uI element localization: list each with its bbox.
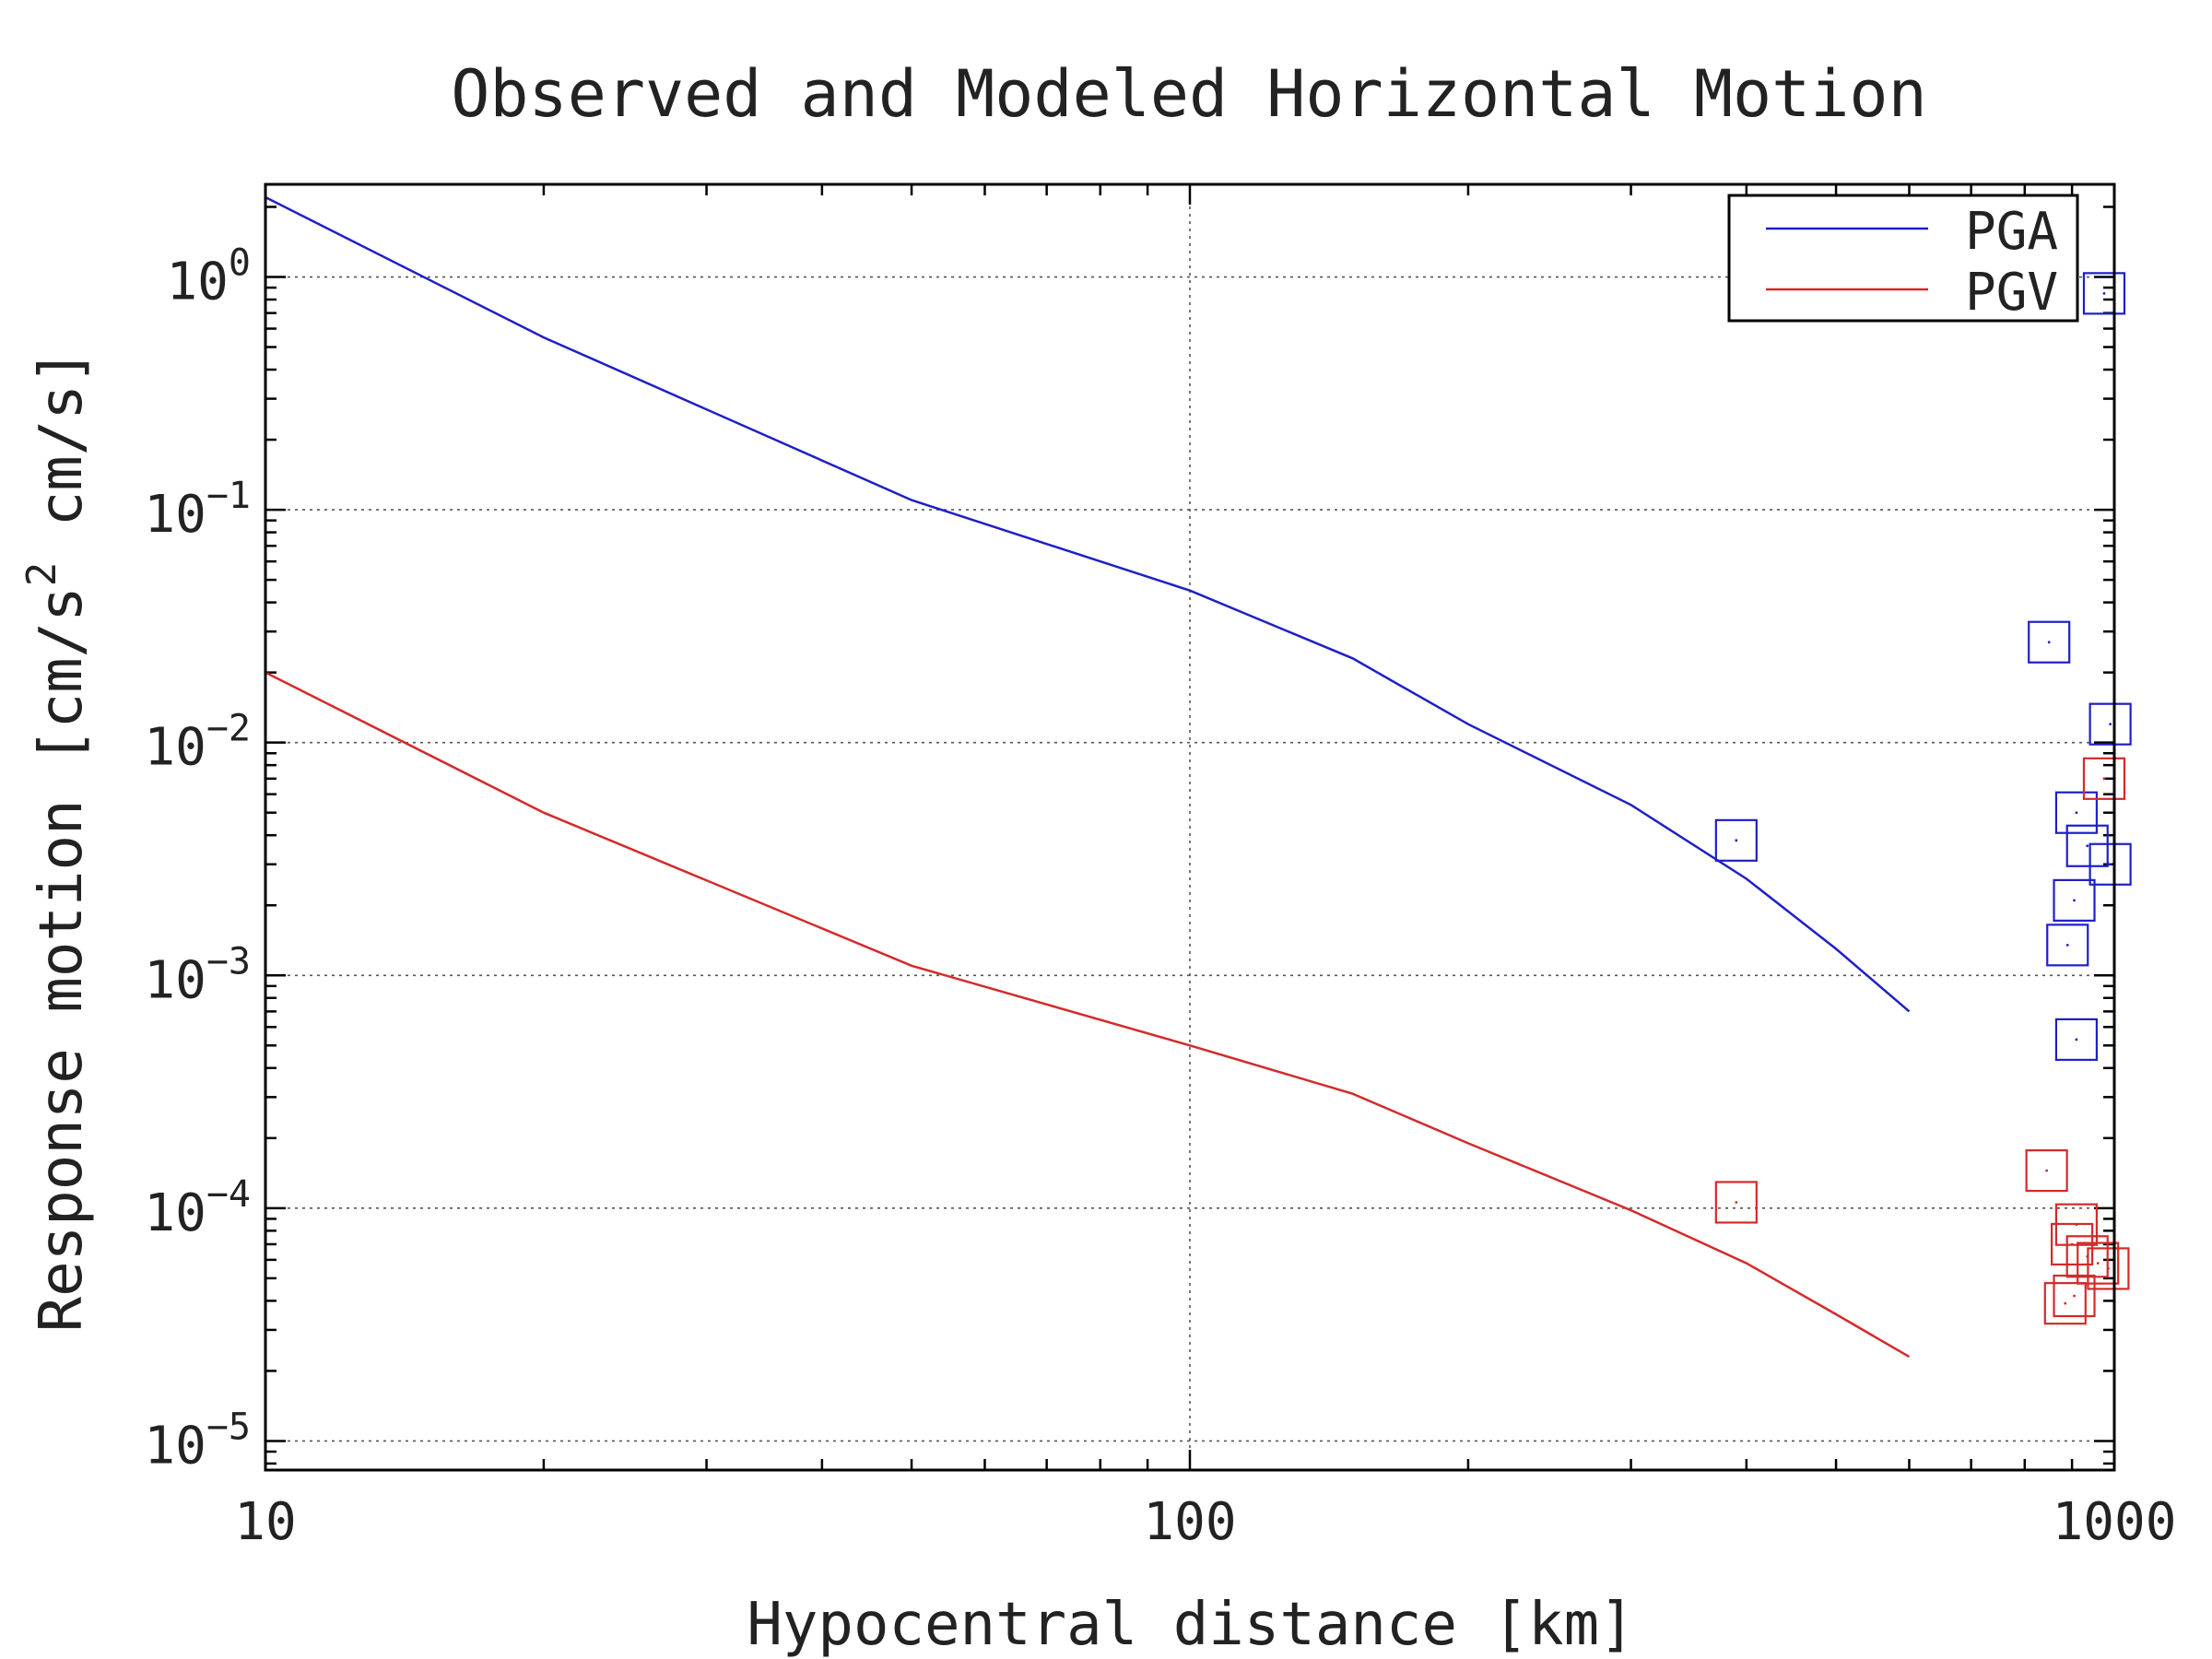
observed-marker-dot bbox=[2086, 844, 2089, 848]
observed-marker-dot bbox=[2109, 863, 2112, 866]
series-line-pga bbox=[265, 195, 1911, 1013]
series-line-pgv bbox=[265, 671, 1911, 1359]
observed-marker bbox=[2028, 620, 2071, 664]
chart-title: Observed and Modeled Horizontal Motion bbox=[451, 56, 1926, 132]
y-axis-label-main: Response motion [cm/s bbox=[28, 586, 96, 1332]
observed-marker-dot bbox=[2102, 291, 2106, 295]
x-tick-label: 100 bbox=[1143, 1492, 1236, 1552]
legend-pga-label: PGA bbox=[1965, 202, 2058, 262]
observed-marker bbox=[2043, 1282, 2087, 1325]
observed-marker bbox=[2046, 924, 2089, 967]
y-tick-label-exponent: −5 bbox=[206, 1406, 251, 1448]
y-tick-label-base: 10 bbox=[144, 718, 206, 778]
observed-marker bbox=[2088, 702, 2132, 746]
observed-marker-dot bbox=[2073, 899, 2076, 902]
y-axis-label-superscript: 2 bbox=[18, 562, 65, 587]
y-tick-label: 10−1 bbox=[144, 475, 251, 545]
observed-marker-dot bbox=[2107, 1267, 2110, 1270]
observed-marker bbox=[2054, 791, 2099, 834]
plot-clip-group bbox=[265, 195, 1911, 1359]
observed-marker bbox=[2082, 757, 2126, 800]
y-tick-label-exponent: −3 bbox=[206, 940, 251, 982]
legend-box bbox=[1727, 194, 2079, 323]
observed-marker-dot bbox=[2102, 777, 2106, 781]
y-tick-label-base: 10 bbox=[144, 1416, 206, 1476]
observed-marker bbox=[2077, 1241, 2120, 1285]
y-tick-label: 100 bbox=[166, 242, 251, 312]
observed-marker-dot bbox=[1735, 839, 1738, 842]
observed-marker bbox=[1714, 818, 1758, 862]
observed-marker-dot bbox=[1735, 1201, 1738, 1204]
y-tick-label: 10−4 bbox=[144, 1173, 251, 1243]
observed-marker-dot bbox=[2096, 1262, 2100, 1265]
observed-marker-dot bbox=[2065, 943, 2069, 947]
y-axis-label: Response motion [cm/s2 cm/s] bbox=[18, 349, 96, 1333]
y-tick-label-base: 10 bbox=[144, 485, 206, 545]
x-tick-label: 10 bbox=[234, 1492, 296, 1552]
y-tick-label-exponent: −2 bbox=[206, 708, 251, 750]
y-tick-label-exponent: −1 bbox=[206, 475, 251, 517]
y-tick-label: 10−5 bbox=[144, 1406, 251, 1476]
observed-marker-dot bbox=[2075, 811, 2078, 815]
series-lines bbox=[265, 195, 1911, 1359]
observed-marker bbox=[2053, 878, 2096, 922]
plot-frame bbox=[264, 182, 2116, 1472]
observed-marker bbox=[2054, 1018, 2099, 1062]
observed-marker bbox=[2088, 842, 2132, 886]
observed-marker bbox=[2065, 824, 2109, 867]
legend: PGA PGV bbox=[1727, 194, 2079, 323]
y-tick-label: 10−2 bbox=[144, 708, 251, 778]
y-tick-label-base: 10 bbox=[166, 253, 228, 312]
y-tick-label-exponent: −4 bbox=[206, 1173, 251, 1216]
observed-marker-dot bbox=[2070, 1242, 2074, 1246]
observed-marker bbox=[2087, 1247, 2130, 1290]
x-axis-label: Hypocentral distance [km] bbox=[747, 1591, 1634, 1659]
observed-marker bbox=[2051, 1222, 2094, 1266]
y-tick-label-base: 10 bbox=[144, 1183, 206, 1243]
observed-marker-dot bbox=[2047, 641, 2051, 644]
observed-marker bbox=[2025, 1148, 2068, 1193]
y-tick-label: 10−3 bbox=[144, 940, 251, 1010]
axis-ticks bbox=[264, 184, 2114, 1470]
observed-marker-dot bbox=[2109, 723, 2112, 726]
observed-marker-dot bbox=[2064, 1301, 2067, 1305]
observed-marker-dot bbox=[2075, 1038, 2078, 1041]
x-tick-label: 1000 bbox=[2053, 1492, 2177, 1552]
legend-pgv-label: PGV bbox=[1965, 263, 2058, 323]
observed-marker bbox=[1714, 1181, 1758, 1224]
observed-marker bbox=[2053, 1274, 2096, 1318]
y-tick-label-exponent: 0 bbox=[229, 242, 251, 285]
observed-markers bbox=[1714, 272, 2132, 1325]
grid-lines bbox=[265, 184, 2114, 1470]
observed-marker-dot bbox=[2073, 1294, 2076, 1298]
y-axis-label-tail: cm/s] bbox=[28, 349, 96, 562]
x-tick-labels: 10 100 1000 bbox=[234, 1492, 2176, 1552]
observed-marker bbox=[2082, 272, 2126, 315]
observed-marker-dot bbox=[2045, 1169, 2049, 1172]
y-tick-label-base: 10 bbox=[144, 950, 206, 1010]
